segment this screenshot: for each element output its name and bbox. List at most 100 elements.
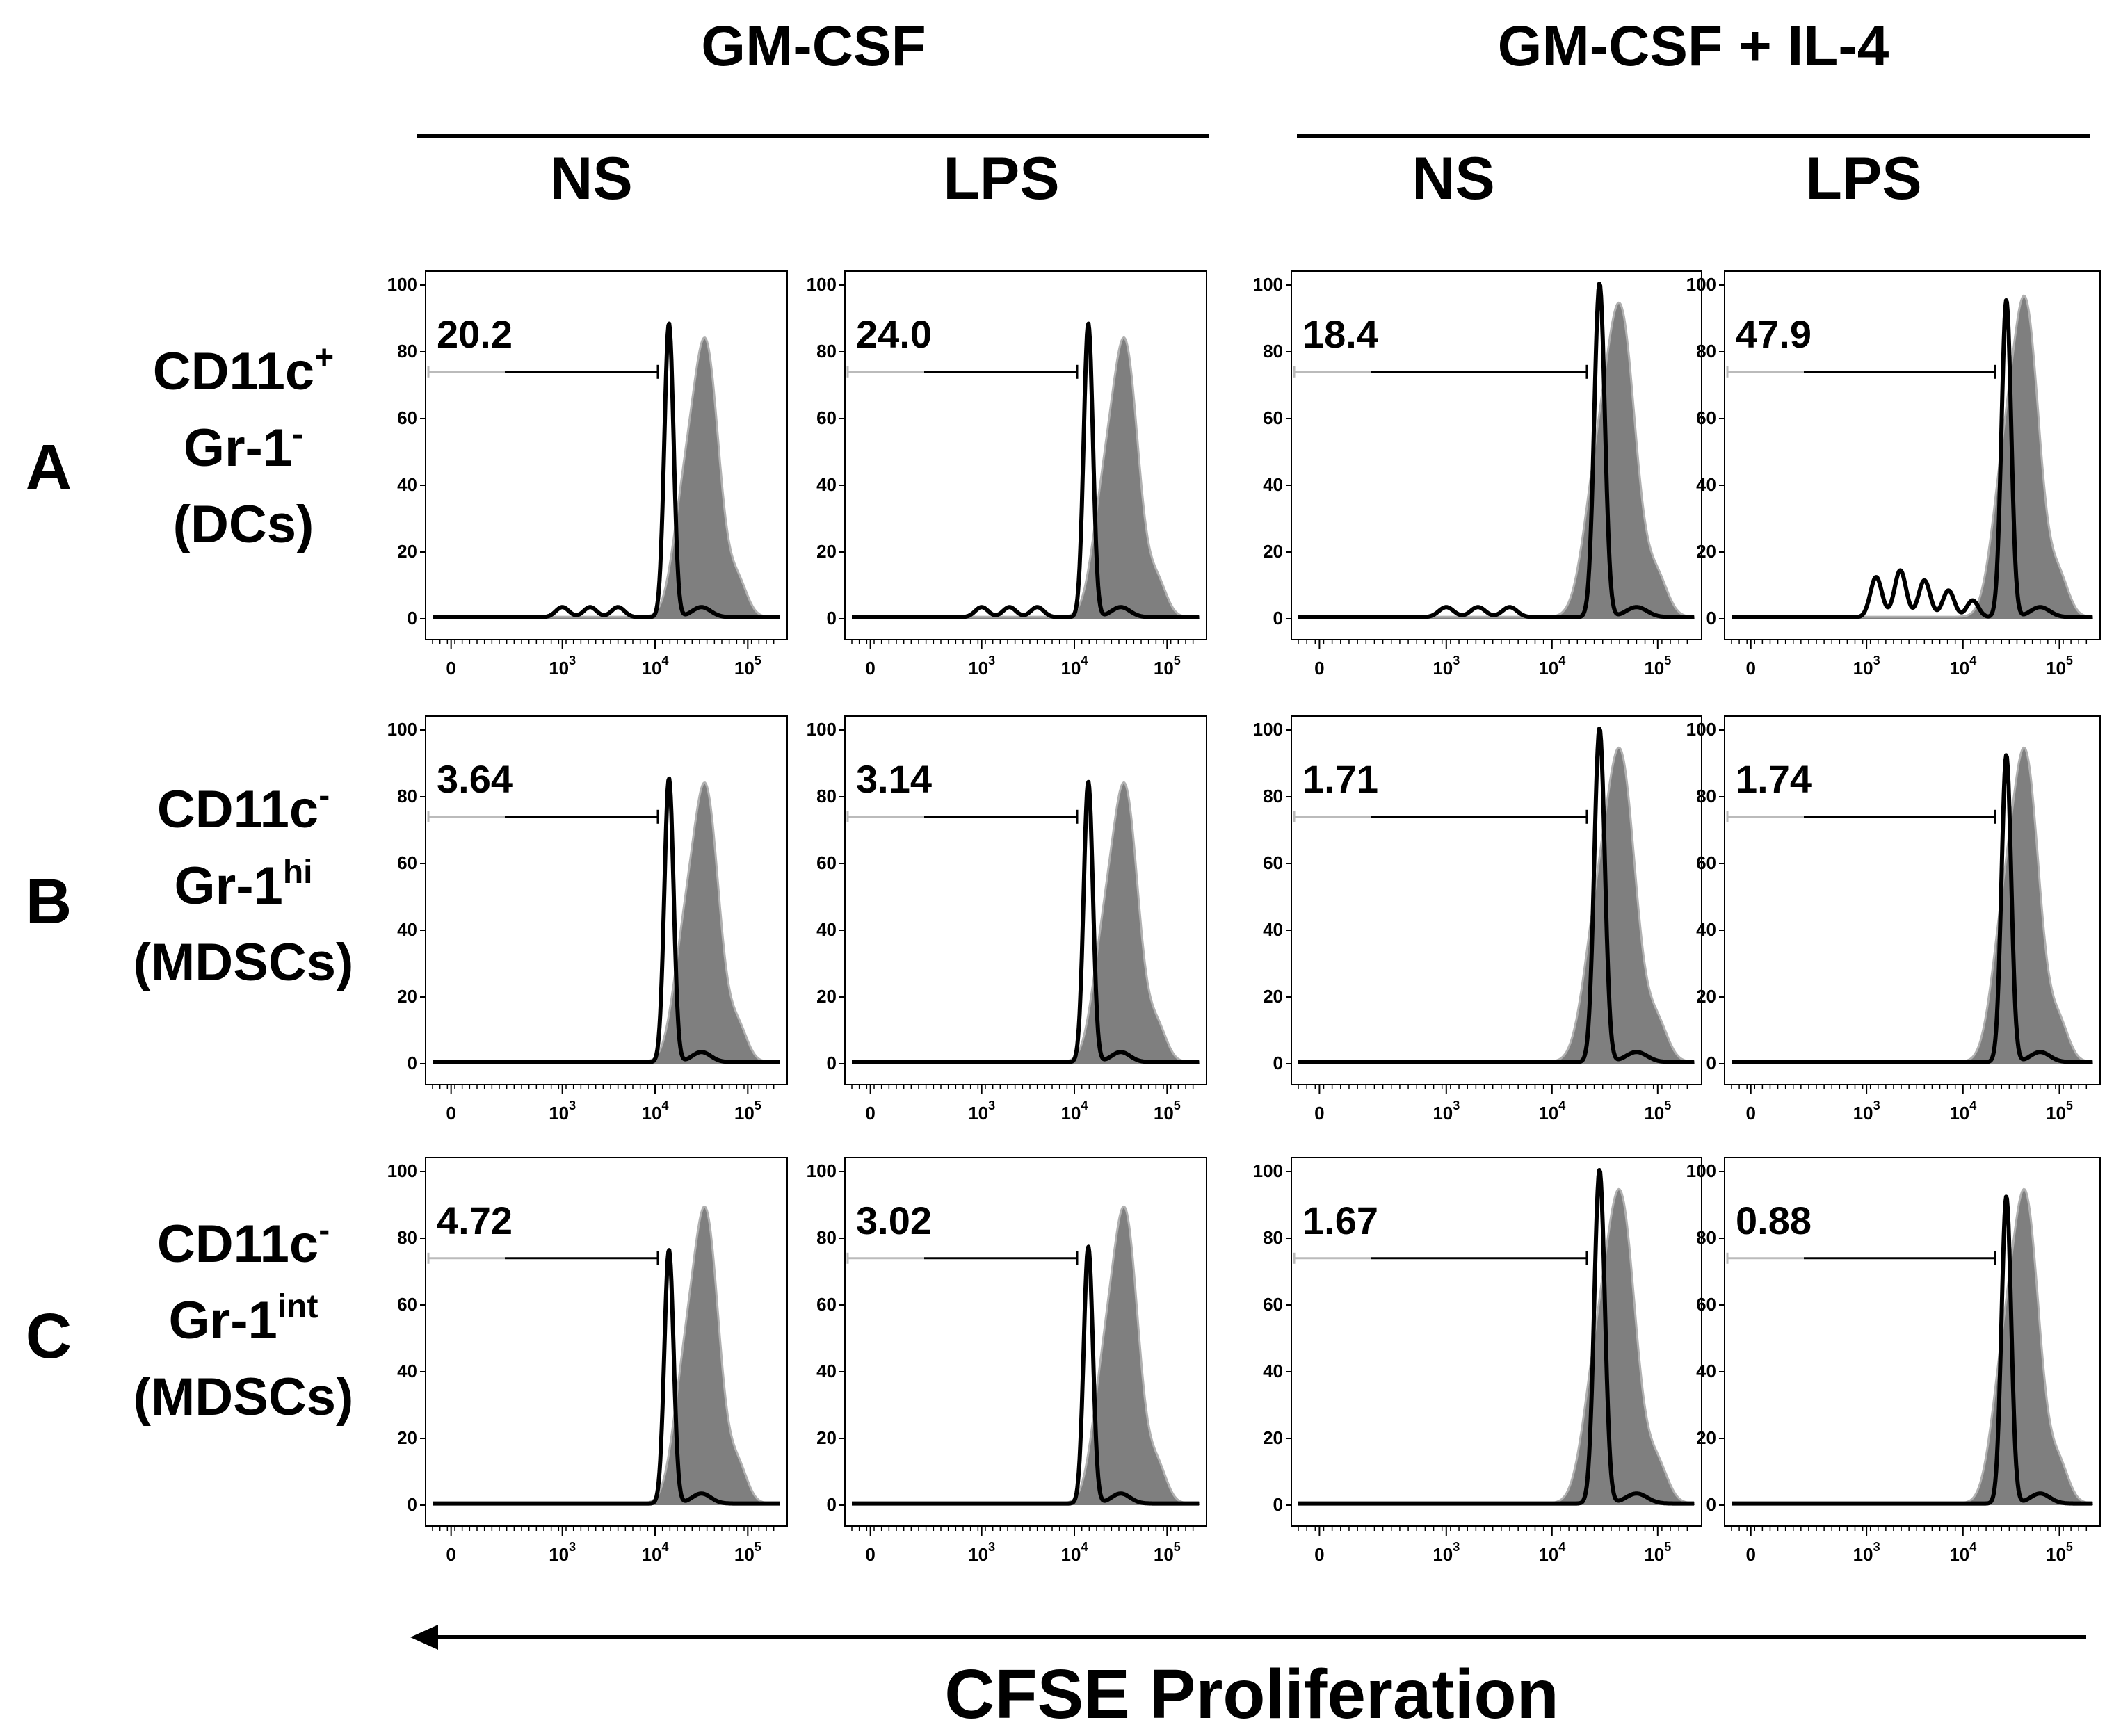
x-tick-exponent: 4 [661,1098,668,1112]
y-tick-label: 40 [816,919,837,940]
y-tick-label: 60 [1263,1294,1283,1315]
histogram-panel-a-3: 0 20 40 60 80 100 0 103 104 105 18.4 [1253,270,1702,679]
x-tick-exponent: 5 [2066,654,2073,667]
x-tick-label: 0 [865,1103,875,1123]
y-tick-label: 0 [1706,608,1716,628]
x-tick-exponent: 4 [1081,1098,1088,1112]
y-tick-label: 100 [387,1160,417,1181]
control-histogram-fill [1732,747,2093,1064]
row-b-marker: CD11c [156,780,319,839]
x-tick-exponent: 4 [1969,1098,1976,1112]
gate-percent-label: 1.74 [1736,757,1812,801]
x-tick-label: 105 [734,1540,761,1565]
condition-header-ns-2: NS [1412,145,1495,212]
y-tick-label: 20 [816,1427,837,1448]
x-tick-exponent: 4 [1558,654,1565,667]
y-tick-label: 100 [1253,274,1283,295]
y-tick-label: 100 [1253,1160,1283,1181]
x-tick-label: 104 [1061,1540,1088,1565]
group-rule-gmcsf [417,134,1209,138]
y-tick-label: 60 [397,407,417,428]
y-tick-label: 40 [397,919,417,940]
control-histogram-fill [1732,1189,2093,1505]
panel-frame [1724,270,2101,640]
y-tick-label: 80 [1263,786,1283,806]
x-tick-exponent: 5 [2066,1540,2073,1554]
condition-header-ns-1: NS [549,145,633,212]
x-tick-label: 104 [1061,1098,1088,1123]
stimulated-histogram-line [431,776,782,1064]
stimulated-histogram-line [850,1244,1201,1506]
x-tick-exponent: 3 [1873,654,1880,667]
y-tick-label: 40 [1263,474,1283,495]
x-axis-title: CFSE Proliferation [944,1655,1559,1733]
y-tick-label: 60 [1696,852,1716,873]
row-label-a: CD11c+ Gr-1- (DCs) [97,334,389,563]
y-tick-label: 0 [827,1053,837,1073]
x-tick-exponent: 3 [1873,1098,1880,1112]
histogram-panel-a-4: 0 20 40 60 80 100 0 103 104 105 47.9 [1686,270,2101,679]
y-tick-label: 100 [1686,719,1716,740]
panel-frame [1291,715,1702,1085]
y-tick-label: 100 [387,274,417,295]
panel-frame [1291,1157,1702,1527]
y-tick-label: 60 [816,407,837,428]
y-tick-label: 20 [1696,541,1716,562]
y-tick-label: 0 [1273,1053,1283,1073]
x-tick-exponent: 5 [1174,654,1181,667]
y-tick-label: 20 [397,986,417,1007]
x-tick-exponent: 5 [755,1098,761,1112]
gate-percent-label: 0.88 [1736,1199,1812,1242]
histogram-panel-c-2: 0 20 40 60 80 100 0 103 104 105 3.02 [807,1157,1207,1565]
y-tick-label: 20 [1696,986,1716,1007]
stimulated-histogram-line [431,1248,782,1506]
y-tick-label: 80 [1263,1227,1283,1248]
stimulated-histogram-line [850,321,1201,619]
row-letter-a: A [25,432,72,503]
condition-header-lps-1: LPS [943,145,1060,212]
control-histogram-fill [1298,302,1695,619]
row-b-gr1-sup: hi [282,854,313,891]
stimulated-histogram-line [1730,1194,2095,1506]
x-tick-label: 105 [1154,1098,1181,1123]
x-tick-label: 103 [549,654,576,679]
y-tick-label: 0 [408,1494,417,1515]
control-histogram-fill [433,782,780,1064]
row-label-c: CD11c- Gr-1int (MDSCs) [97,1206,389,1436]
panel-frame [844,270,1207,640]
stimulated-histogram-line [1297,282,1695,619]
panel-frame [1724,715,2101,1085]
x-tick-label: 0 [446,658,455,679]
panel-frame [844,715,1207,1085]
y-tick-label: 80 [816,341,837,362]
panel-frame [844,1157,1207,1527]
x-tick-label: 104 [642,654,669,679]
row-letter-c: C [25,1301,72,1372]
y-tick-label: 40 [816,1361,837,1381]
row-c-marker-sup: - [318,1212,330,1249]
x-tick-exponent: 4 [1558,1540,1565,1554]
y-tick-label: 100 [1686,274,1716,295]
y-tick-label: 80 [397,786,417,806]
y-tick-label: 0 [408,1053,417,1073]
x-tick-label: 103 [1433,654,1460,679]
row-c-gr1-sup: int [277,1288,318,1325]
y-tick-label: 40 [816,474,837,495]
y-tick-label: 100 [807,719,837,740]
x-tick-exponent: 4 [1081,654,1088,667]
y-tick-label: 60 [1696,407,1716,428]
x-tick-exponent: 4 [1969,654,1976,667]
y-tick-label: 60 [816,852,837,873]
x-tick-label: 105 [2046,1540,2073,1565]
y-tick-label: 40 [1696,1361,1716,1381]
y-tick-label: 20 [1263,1427,1283,1448]
row-a-gr1-sup: - [292,416,304,453]
panel-frame [1724,1157,2101,1527]
control-histogram-fill [852,1206,1200,1505]
y-tick-label: 60 [397,852,417,873]
x-tick-label: 103 [968,654,995,679]
y-tick-label: 0 [1273,608,1283,628]
x-tick-label: 0 [446,1544,455,1565]
y-tick-label: 20 [1263,541,1283,562]
x-tick-exponent: 4 [1558,1098,1565,1112]
